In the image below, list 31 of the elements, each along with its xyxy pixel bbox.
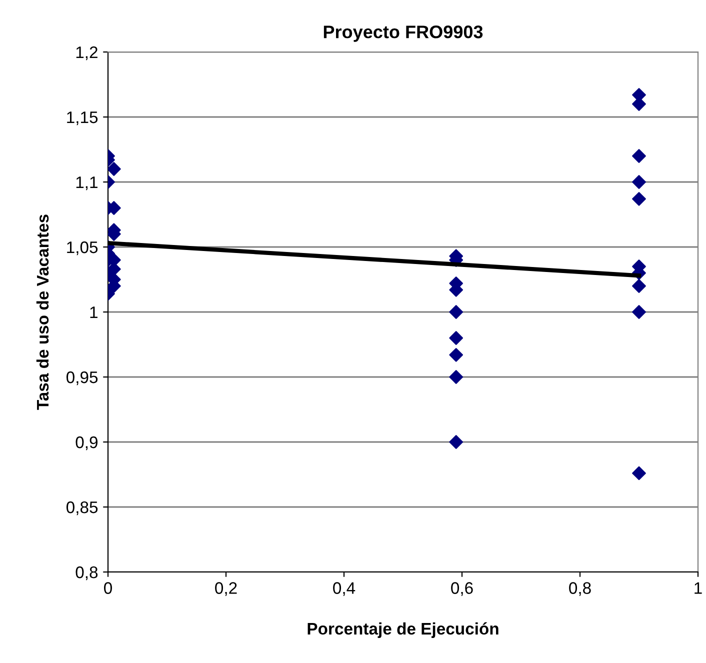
point: [449, 331, 464, 345]
point: [632, 175, 646, 189]
point: [449, 370, 464, 384]
point: [632, 192, 646, 206]
chart-title: Proyecto FRO9903: [324, 26, 483, 42]
x-tick-label: 0,6: [451, 582, 473, 596]
y-tick-label: 1: [90, 306, 98, 318]
x-tick-label: 0,4: [333, 582, 356, 596]
y-axis-title: Tasa de uso de Vacantes: [36, 214, 49, 410]
x-tick-label: 0: [104, 582, 112, 594]
y-tick-label: 1,2: [76, 46, 98, 60]
point: [632, 305, 646, 319]
point: [108, 162, 121, 176]
x-tick-label: 0,8: [569, 582, 591, 596]
point: [632, 279, 646, 293]
y-tick-label: 0,8: [76, 566, 98, 580]
x-axis-title: Porcentaje de Ejecución: [308, 622, 498, 638]
point: [449, 435, 464, 449]
point: [449, 305, 464, 319]
x-tick-label: 1: [694, 582, 702, 594]
point: [632, 466, 646, 480]
y-tick-label: 0,95: [66, 371, 98, 386]
y-tick-label: 1,15: [67, 112, 98, 126]
y-tick-label: 1,05: [67, 241, 98, 256]
y-tick-label: 0,9: [76, 436, 98, 450]
point: [449, 348, 464, 362]
y-tick-label: 1,1: [76, 176, 98, 190]
x-tick-label: 0,2: [215, 582, 237, 596]
y-tick-label: 0,85: [66, 501, 98, 516]
point: [632, 149, 646, 163]
point: [632, 97, 646, 111]
